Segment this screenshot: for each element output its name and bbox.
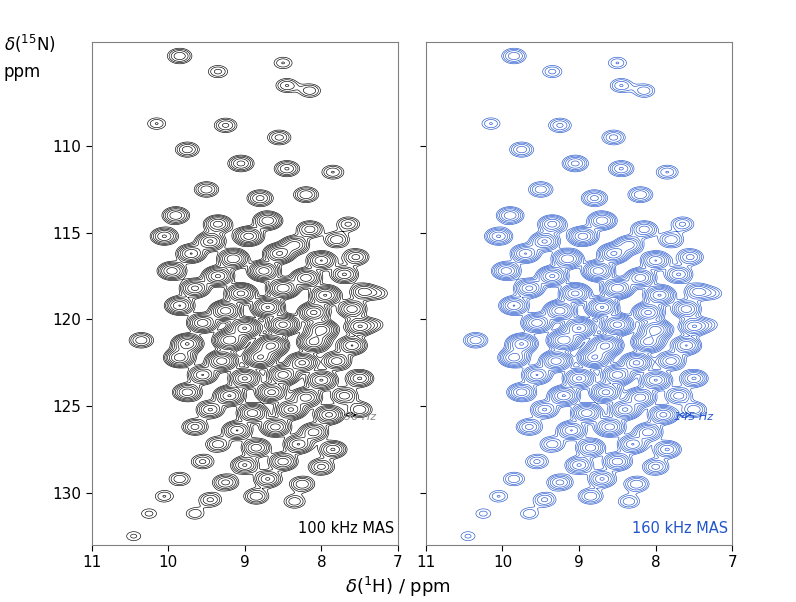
Text: 100 kHz MAS: 100 kHz MAS	[298, 521, 394, 536]
Text: 145 Hz: 145 Hz	[674, 412, 713, 422]
Text: $\delta$($^{15}$N): $\delta$($^{15}$N)	[4, 33, 56, 55]
Text: $\delta$($^{1}$H) / ppm: $\delta$($^{1}$H) / ppm	[345, 575, 451, 599]
Text: ppm: ppm	[4, 63, 41, 81]
Text: 190 Hz: 190 Hz	[337, 412, 376, 422]
Text: 160 kHz MAS: 160 kHz MAS	[632, 521, 728, 536]
